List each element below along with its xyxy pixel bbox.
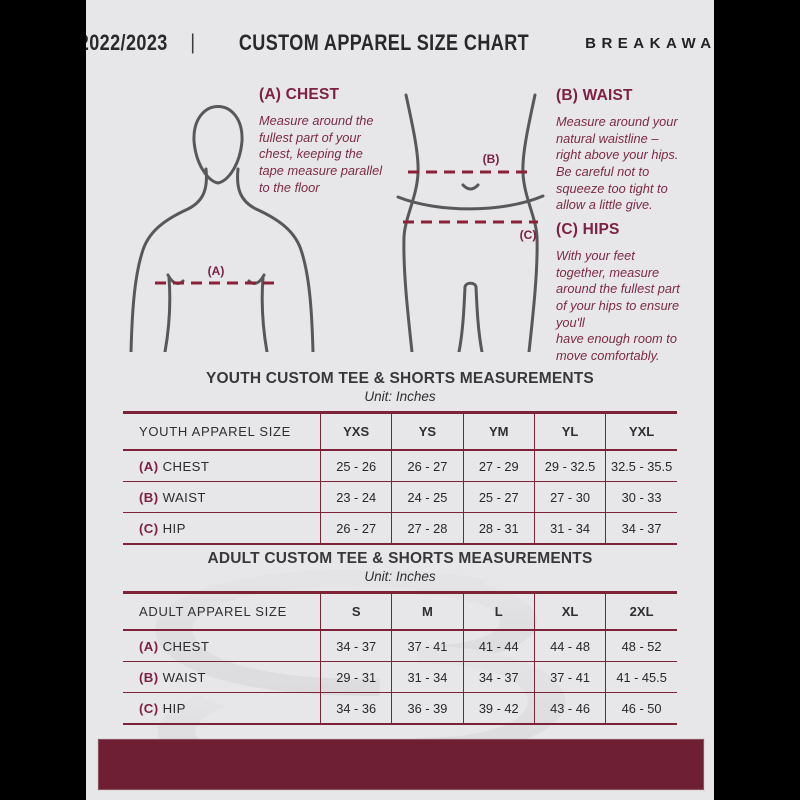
table-row: (A) CHEST 34 - 37 37 - 41 41 - 44 44 - 4… [123,630,677,662]
adult-table-title: ADULT CUSTOM TEE & SHORTS MEASUREMENTS [207,550,593,567]
size-cell: 34 - 37 [462,661,535,693]
table-row: (C) HIP 26 - 27 27 - 28 28 - 31 31 - 34 … [123,512,677,545]
adult-table-unit: Unit: Inches [364,569,436,584]
size-cell: 41 - 44 [462,630,535,662]
waist-description: Measure around your natural waistline – … [556,114,679,213]
chest-heading: (A) CHEST [259,86,340,103]
page-title: CUSTOM APPAREL SIZE CHART [239,30,530,55]
column-header: YM [462,411,535,451]
column-header: YOUTH APPAREL SIZE [123,411,321,451]
size-cell: 46 - 50 [605,692,677,725]
page-header: 2022/2023 | CUSTOM APPAREL SIZE CHART BR… [86,0,714,86]
chest-guide: (A) CHEST Measure around the fullest par… [259,86,395,196]
size-cell: 31 - 34 [391,661,464,693]
column-header: YXS [319,411,392,451]
hips-description: With your feet together, measure around … [556,248,680,363]
youth-size-table: YOUTH APPAREL SIZE YXS YS YM YL YXL (A) … [123,411,677,545]
table-header-row: YOUTH APPAREL SIZE YXS YS YM YL YXL [123,411,677,451]
table-row: (B) WAIST 29 - 31 31 - 34 34 - 37 37 - 4… [123,661,677,693]
row-label: (C) HIP [123,692,321,725]
header-divider: | [190,31,195,54]
figure-head [192,105,244,185]
size-cell: 26 - 27 [319,512,392,545]
hips-heading: (C) HIPS [556,221,620,238]
youth-table-unit: Unit: Inches [364,389,436,404]
table-row: (B) WAIST 23 - 24 24 - 25 25 - 27 27 - 3… [123,481,677,513]
navel-mark [461,183,480,191]
season-label: 2022/2023 [86,30,168,55]
waistband-curve [396,194,545,211]
table-row: (A) CHEST 25 - 26 26 - 27 27 - 29 29 - 3… [123,450,677,482]
size-cell: 43 - 46 [533,692,606,725]
size-cell: 36 - 39 [391,692,464,725]
column-header: L [462,591,535,631]
size-cell: 29 - 32.5 [533,450,606,482]
size-cell: 44 - 48 [533,630,606,662]
table-row: (C) HIP 34 - 36 36 - 39 39 - 42 43 - 46 … [123,692,677,725]
size-cell: 37 - 41 [533,661,606,693]
column-header: YS [391,411,464,451]
lower-body-figure: (B) (C) [396,93,545,352]
size-cell: 48 - 52 [605,630,677,662]
size-cell: 27 - 29 [462,450,535,482]
size-cell: 32.5 - 35.5 [605,450,677,482]
size-chart-page: 2022/2023 | CUSTOM APPAREL SIZE CHART BR… [86,0,714,800]
size-cell: 24 - 25 [391,481,464,513]
size-cell: 37 - 41 [391,630,464,662]
youth-table-title: YOUTH CUSTOM TEE & SHORTS MEASUREMENTS [206,370,594,387]
row-label: (B) WAIST [123,481,321,513]
footer-accent-bar [98,739,704,790]
column-header: XL [533,591,606,631]
size-cell: 25 - 26 [319,450,392,482]
hips-guide: (C) HIPS With your feet together, measur… [556,221,714,364]
row-label: (B) WAIST [123,661,321,693]
size-cell: 31 - 34 [533,512,606,545]
column-header: ADULT APPAREL SIZE [123,591,321,631]
size-cell: 25 - 27 [462,481,535,513]
column-header: S [319,591,392,631]
size-cell: 41 - 45.5 [605,661,677,693]
adult-size-table: ADULT APPAREL SIZE S M L XL 2XL (A) CHES… [123,591,677,725]
size-cell: 30 - 33 [605,481,677,513]
size-cell: 26 - 27 [391,450,464,482]
column-header: YL [533,411,606,451]
hips-marker-label: (C) [520,228,537,242]
upper-body-figure: (A) [129,105,315,352]
table-header-row: ADULT APPAREL SIZE S M L XL 2XL [123,591,677,631]
row-label: (A) CHEST [123,630,321,662]
row-label: (A) CHEST [123,450,321,482]
size-cell: 23 - 24 [319,481,392,513]
chest-description: Measure around the fullest part of your … [259,113,383,195]
size-cell: 34 - 37 [319,630,392,662]
size-cell: 29 - 31 [319,661,392,693]
size-cell: 34 - 36 [319,692,392,725]
row-label: (C) HIP [123,512,321,545]
brand-name: BREAKAWAY [585,34,714,52]
waist-heading: (B) WAIST [556,87,633,104]
size-cell: 34 - 37 [605,512,677,545]
waist-guide: (B) WAIST Measure around your natural wa… [556,87,708,214]
size-cell: 27 - 28 [391,512,464,545]
size-cell: 28 - 31 [462,512,535,545]
chest-marker-label: (A) [208,264,225,278]
size-cell: 27 - 30 [533,481,606,513]
size-cell: 39 - 42 [462,692,535,725]
column-header: YXL [605,411,677,451]
column-header: M [391,591,464,631]
waist-marker-label: (B) [483,152,500,166]
column-header: 2XL [605,591,677,631]
